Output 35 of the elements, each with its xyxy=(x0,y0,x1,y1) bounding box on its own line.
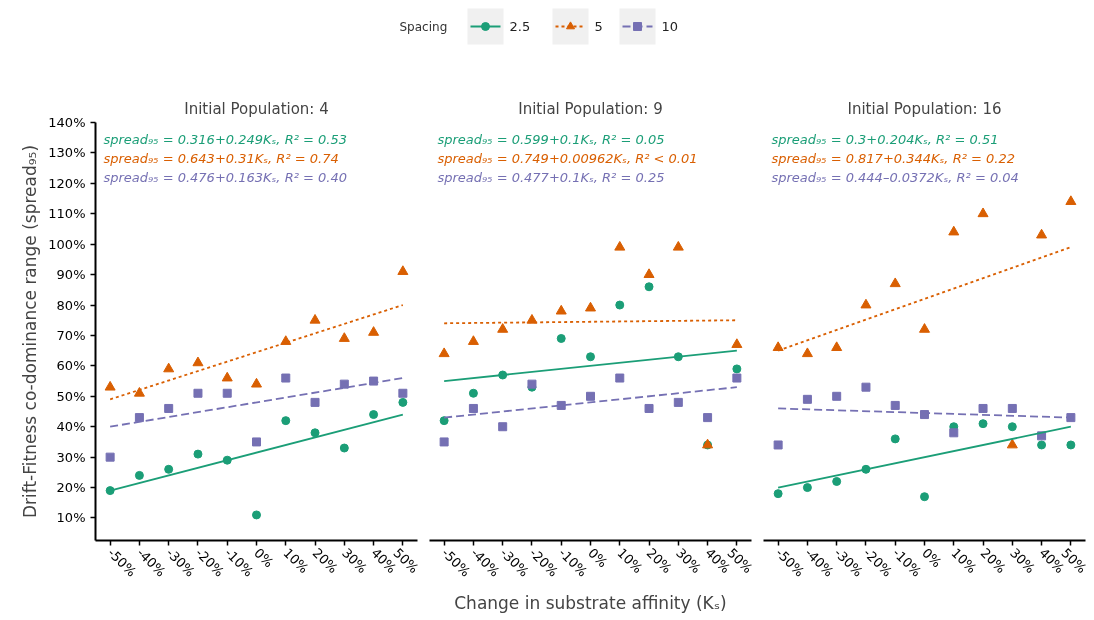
annotation: spread₉₅ = 0.817+0.344Kₛ, R² = 0.22 xyxy=(771,150,1015,166)
y-tick-label: 70% xyxy=(56,327,86,343)
y-tick-label: 110% xyxy=(48,206,86,222)
x-tick-label: 0% xyxy=(251,545,277,571)
y-tick-label: 140% xyxy=(48,115,86,130)
annotation: spread₉₅ = 0.476+0.163Kₛ, R² = 0.40 xyxy=(103,169,347,185)
annotation: spread₉₅ = 0.599+0.1Kₛ, R² = 0.05 xyxy=(437,131,665,147)
x-tick-label: 0% xyxy=(919,545,945,571)
y-tick-label: 20% xyxy=(56,480,86,496)
y-tick-label: 40% xyxy=(56,419,86,435)
y-tick-label: 30% xyxy=(56,449,86,465)
annotation: spread₉₅ = 0.643+0.31Kₛ, R² = 0.74 xyxy=(103,150,339,166)
y-tick-label: 10% xyxy=(56,510,86,526)
y-tick-label: 60% xyxy=(56,358,86,374)
y-tick-label: 50% xyxy=(56,388,86,404)
annotation: spread₉₅ = 0.444–0.0372Kₛ, R² = 0.04 xyxy=(771,169,1019,185)
x-axis-title: Change in substrate affinity (Kₛ) xyxy=(454,592,727,613)
chart-title: Initial Population: 16 xyxy=(847,99,1002,118)
y-tick-label: 90% xyxy=(56,267,86,283)
y-tick-label: 100% xyxy=(48,236,86,252)
y-axis-title: Drift-Fitness co-dominance range (spread₉₅) xyxy=(20,144,41,519)
annotation: spread₉₅ = 0.3+0.204Kₛ, R² = 0.51 xyxy=(771,131,999,147)
y-tick-label: 80% xyxy=(56,297,86,313)
legend-label: 5 xyxy=(594,19,603,34)
legend-title: Spacing xyxy=(399,19,448,34)
y-tick-label: 120% xyxy=(48,175,86,191)
y-tick-label: 130% xyxy=(48,145,86,161)
annotation: spread₉₅ = 0.477+0.1Kₛ, R² = 0.25 xyxy=(437,169,665,185)
chart-title: Initial Population: 9 xyxy=(518,99,663,118)
chart-title: Initial Population: 4 xyxy=(184,99,329,118)
x-tick-label: 0% xyxy=(585,545,611,571)
legend-label: 2.5 xyxy=(509,19,531,34)
legend-label: 10 xyxy=(661,19,679,34)
annotation: spread₉₅ = 0.316+0.249Kₛ, R² = 0.53 xyxy=(103,131,347,147)
annotation: spread₉₅ = 0.749+0.00962Kₛ, R² < 0.01 xyxy=(437,150,698,166)
